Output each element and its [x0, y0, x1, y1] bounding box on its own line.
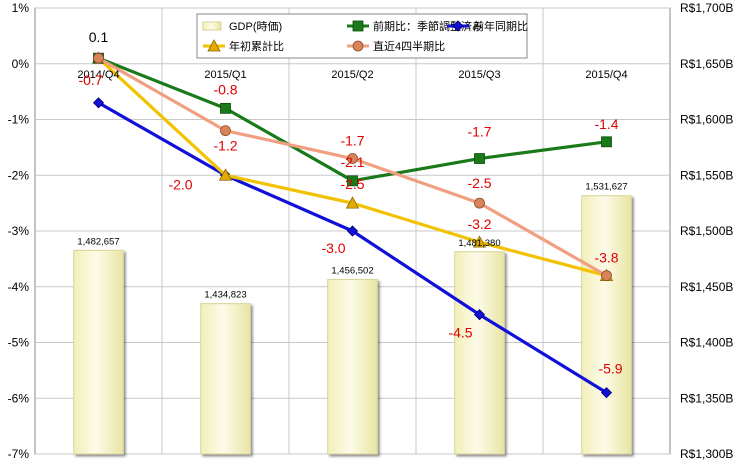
legend-swatch-gdp	[202, 21, 222, 31]
x-category-label: 2015/Q4	[585, 69, 627, 81]
y-right-tick-label: R$1,550B	[680, 168, 733, 182]
data-label-yoy: -5.9	[598, 361, 622, 377]
x-category-label: 2015/Q1	[204, 69, 246, 81]
square-marker	[347, 175, 358, 187]
gdp-bar	[327, 279, 378, 455]
gdp-bar	[200, 303, 251, 455]
gdp-bar-label: 1,456,502	[331, 266, 373, 277]
gdp-bar	[454, 251, 505, 455]
y-right-tick-label: R$1,350B	[680, 391, 733, 405]
legend-label: GDP(時価)	[229, 20, 282, 33]
triangle-marker	[345, 196, 360, 209]
triangle-marker	[218, 168, 233, 181]
axis-layer: 1% 0% -1% -2% -3% -4% -5% -6% -7% R$1,700B R$1,650…	[8, 1, 734, 461]
diamond-marker	[452, 20, 464, 32]
diamond-marker	[473, 309, 486, 321]
legend-label: 前期比：季節調整済み	[373, 19, 483, 33]
lines-layer	[91, 51, 614, 399]
x-category-label: 2015/Q2	[331, 69, 373, 81]
circle-marker	[347, 153, 358, 164]
y-left-tick-label: -1%	[8, 113, 30, 127]
circle-marker	[220, 125, 231, 137]
gdp-bar-label: 1,434,823	[204, 290, 246, 301]
gdp-bar	[73, 249, 124, 455]
diamond-marker	[346, 225, 359, 237]
legend-label: 年初累計比	[229, 39, 284, 53]
y-left-tick-label: -6%	[8, 391, 30, 405]
x-category-label: 2015/Q3	[458, 69, 500, 81]
y-left-tick-label: -3%	[8, 224, 30, 238]
data-label-yoy: -3.0	[321, 240, 345, 256]
data-label-ytd: -2.5	[340, 176, 364, 192]
square-marker	[601, 136, 612, 148]
y-left-tick-label: 0%	[12, 57, 30, 71]
square-marker	[352, 20, 364, 32]
data-label-r4q: -3.8	[594, 250, 618, 266]
circle-marker	[93, 52, 104, 64]
triangle-marker	[472, 235, 487, 248]
bars-layer	[73, 195, 632, 455]
data-label-r4q: -2.5	[467, 175, 491, 191]
circle-marker	[601, 270, 612, 282]
data-label-yoy: -0.7	[78, 72, 102, 88]
square-marker	[220, 102, 231, 114]
y-left-tick-label: -4%	[8, 280, 30, 294]
data-label-qoq: -0.8	[213, 81, 237, 97]
gdp-bar-label: 1,531,627	[585, 182, 627, 193]
legend-label: 直近4四半期比	[373, 39, 445, 53]
data-label-yoy: -4.5	[448, 325, 472, 341]
data-label-r4q: -1.2	[213, 138, 237, 154]
data-labels-layer: 1,482,657 1,434,823 1,456,502 1,481,380 1,53…	[77, 29, 627, 377]
data-label-qoq: -1.4	[594, 116, 618, 132]
y-right-tick-label: R$1,300B	[680, 447, 733, 461]
y-left-tick-label: -7%	[8, 447, 30, 461]
data-label-r4q: -1.7	[340, 133, 364, 149]
gdp-bar-label: 1,482,657	[77, 236, 119, 247]
x-category-label: 2014/Q4	[77, 69, 119, 81]
data-label-qoq: 0.1	[89, 29, 109, 45]
data-label-qoq: -2.1	[340, 154, 364, 170]
y-left-tick-label: -2%	[8, 168, 30, 182]
y-right-tick-label: R$1,600B	[680, 113, 733, 127]
data-label-ytd: -3.2	[467, 216, 491, 232]
y-right-tick-label: R$1,700B	[680, 1, 733, 15]
y-left-tick-label: 1%	[12, 1, 30, 15]
circle-marker	[352, 40, 364, 52]
y-right-tick-label: R$1,450B	[680, 280, 733, 294]
diamond-marker	[92, 97, 105, 109]
legend-label: 前年同期比	[473, 19, 528, 33]
data-label-yoy: -2.0	[168, 176, 192, 192]
y-right-tick-label: R$1,500B	[680, 224, 733, 238]
diamond-marker	[600, 387, 613, 399]
y-right-tick-label: R$1,650B	[680, 57, 733, 71]
y-left-tick-label: -5%	[8, 336, 30, 350]
circle-marker	[474, 197, 485, 209]
gdp-bar	[581, 195, 632, 455]
square-marker	[474, 153, 485, 164]
gdp-bar-label: 1,481,380	[458, 238, 500, 249]
triangle-marker	[207, 39, 221, 52]
y-right-tick-label: R$1,400B	[680, 336, 733, 350]
data-label-qoq: -1.7	[467, 124, 491, 140]
